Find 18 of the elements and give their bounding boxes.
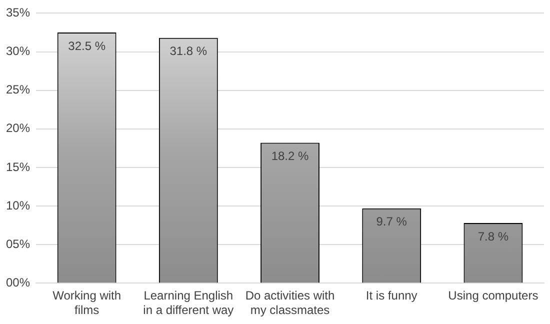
x-tick-label: It is funny xyxy=(366,288,418,303)
data-label: 7.8 % xyxy=(478,229,509,244)
data-label: 32.5 % xyxy=(68,38,106,53)
x-tick-label: Working with films xyxy=(52,288,122,318)
y-tick-label: 25% xyxy=(6,82,30,97)
data-label: 18.2 % xyxy=(271,149,310,164)
y-tick-label: 10% xyxy=(6,198,30,212)
x-tick-label: Do activities with my classmates xyxy=(245,288,335,318)
y-tick-label: 15% xyxy=(6,160,30,174)
data-label: 9.7 % xyxy=(376,214,408,229)
data-label: 31.8 % xyxy=(170,44,208,58)
y-tick-label: 35% xyxy=(6,6,30,20)
x-tick-label: Using computers xyxy=(448,288,538,303)
y-tick-label: 00% xyxy=(6,276,30,290)
x-tick-label: Learning English in a different way xyxy=(143,288,234,318)
y-tick-label: 30% xyxy=(6,44,30,58)
y-tick-label: 20% xyxy=(6,121,30,136)
y-tick-label: 05% xyxy=(6,236,30,251)
